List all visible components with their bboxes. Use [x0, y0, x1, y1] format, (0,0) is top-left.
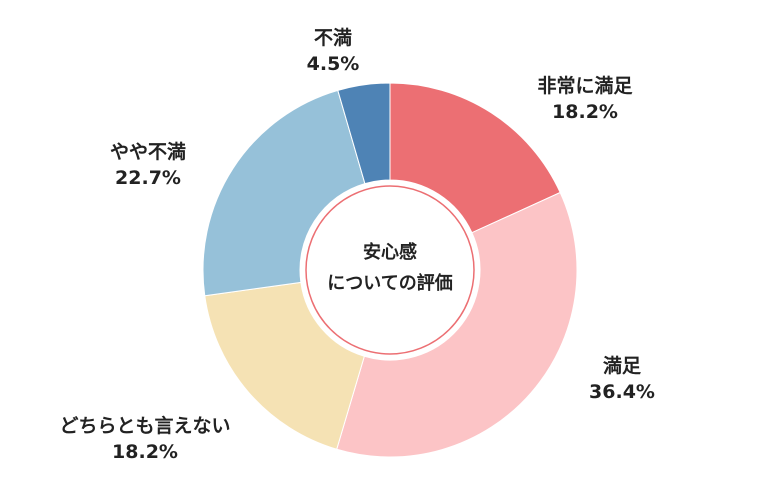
- slice-3: [202, 89, 366, 297]
- slice-label-3: やや不満: [110, 141, 186, 163]
- center-label-line-1: 安心感: [363, 241, 417, 263]
- slice-label-2: どちらとも言えない: [59, 414, 230, 437]
- slice-labels: 非常に満足 18.2% 満足 36.4% どちらとも言えない 18.2% やや不満 22.7%…: [59, 27, 654, 463]
- slice-1: [336, 191, 578, 458]
- slice-percent-3: 22.7%: [115, 167, 181, 189]
- slice-label-1: 満足: [603, 355, 642, 377]
- donut-slices: [202, 82, 578, 458]
- center-ring: [305, 185, 475, 355]
- center-label-line-2: についての評価: [327, 272, 452, 294]
- slice-label-0: 非常に満足: [537, 74, 633, 97]
- slice-percent-1: 36.4%: [589, 381, 655, 403]
- center-hole: [312, 192, 468, 348]
- slice-4: [337, 82, 391, 185]
- slice-label-4: 不満: [314, 27, 352, 49]
- slice-2: [204, 281, 365, 450]
- slice-percent-2: 18.2%: [112, 441, 178, 463]
- slice-percent-4: 4.5%: [307, 53, 360, 75]
- slice-0: [389, 82, 561, 234]
- slice-percent-0: 18.2%: [552, 101, 618, 123]
